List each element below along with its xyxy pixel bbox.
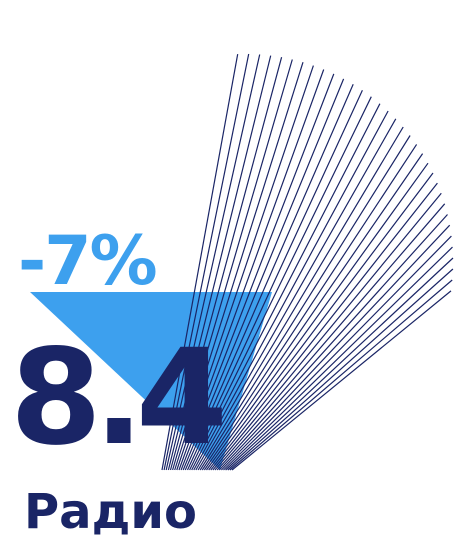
ray-line [201, 144, 418, 471]
ray-line [208, 172, 434, 471]
ray-line [174, 62, 304, 471]
ray-line [216, 214, 448, 471]
ray-line [165, 54, 261, 471]
ray-line [206, 162, 429, 471]
ray-line [199, 135, 411, 471]
ray-line [169, 57, 283, 471]
ray-line [167, 55, 272, 471]
ray-line [178, 69, 325, 471]
radial-rays [161, 53, 454, 471]
ray-line [161, 53, 239, 471]
ray-line [210, 182, 438, 471]
ray-line [231, 290, 452, 471]
ray-line [220, 235, 452, 471]
ray-line [195, 118, 397, 471]
ray-line [176, 65, 314, 471]
ray-line [229, 279, 453, 471]
ray-line [189, 96, 372, 471]
ray-line [184, 84, 354, 471]
ray-line [193, 110, 389, 471]
ray-line [203, 153, 424, 471]
ray-line [214, 203, 446, 471]
ray-line [182, 78, 345, 471]
ray-line [163, 53, 250, 471]
ray-line [186, 90, 363, 471]
ray-line [197, 126, 404, 471]
ray-line [212, 192, 442, 471]
main-value: 8.4 [10, 321, 228, 475]
ray-line [180, 73, 335, 471]
ray-line [223, 246, 453, 471]
ray-line [225, 257, 454, 471]
ray-line [227, 268, 454, 471]
change-percent: -7% [18, 222, 158, 301]
category-label: Радио [24, 484, 197, 540]
ray-line [218, 224, 451, 471]
ray-line [172, 59, 293, 471]
ray-line [191, 103, 381, 471]
